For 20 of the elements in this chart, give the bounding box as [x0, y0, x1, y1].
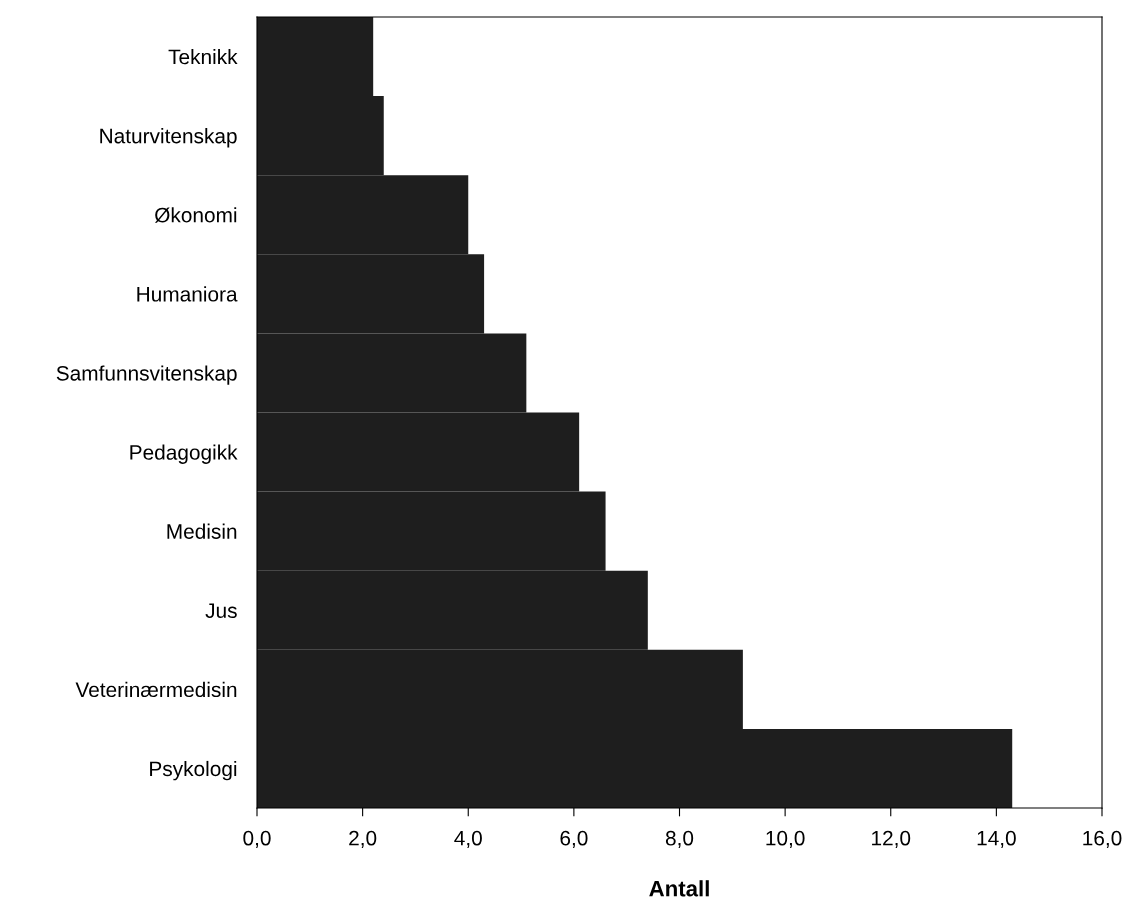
x-tick-label: 6,0 [560, 830, 588, 848]
x-tick-label: 14,0 [977, 830, 1016, 848]
x-tick-label: 4,0 [454, 830, 482, 848]
y-tick-label: Humaniora [137, 286, 238, 302]
x-tick-label: 10,0 [766, 830, 805, 848]
y-tick-label: Pedagogikk [130, 444, 238, 464]
x-axis-title: Antall [649, 880, 709, 897]
x-tick-label: 12,0 [872, 830, 911, 848]
y-tick-label: Medisin [167, 523, 237, 539]
x-tick-label: 0,0 [243, 830, 271, 848]
y-tick-label: Økonomi [154, 207, 237, 223]
y-tick-label: Jus [205, 603, 237, 618]
y-tick-label: Teknikk [168, 49, 238, 65]
y-tick-label: Naturvitenskap [100, 128, 237, 148]
x-tick-label: 2,0 [349, 830, 377, 848]
y-tick-label: Psykologi [150, 760, 237, 781]
x-tick-label: 8,0 [665, 830, 694, 848]
x-tick-label: 16,0 [1083, 830, 1122, 848]
y-tick-label: Veterinærmedisin [75, 681, 237, 698]
y-tick-label: Samfunnsvitenskap [56, 365, 237, 385]
